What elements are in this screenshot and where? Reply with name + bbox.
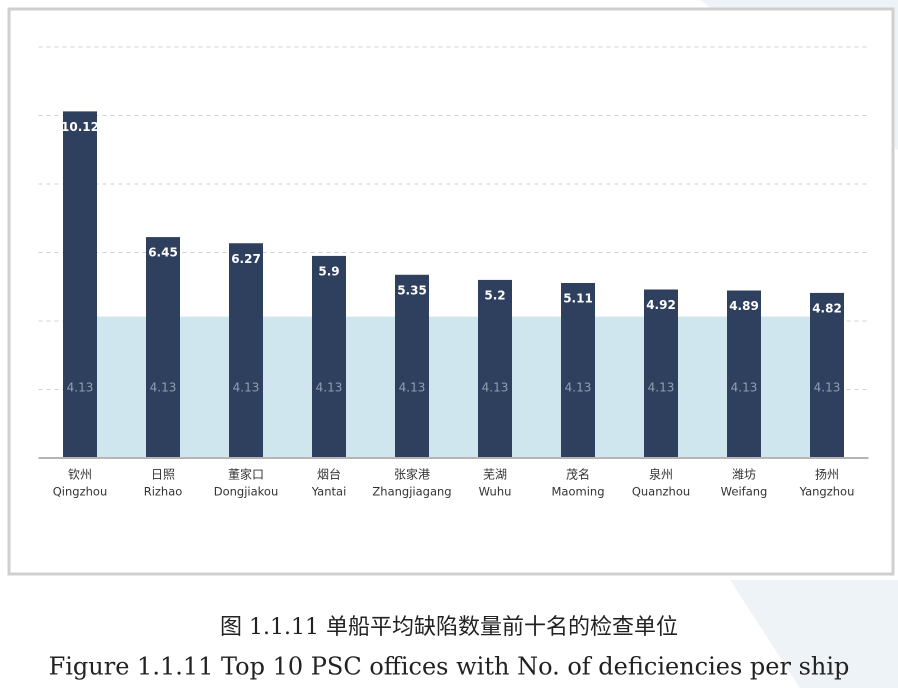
average-label: 4.13 [565,381,592,395]
x-tick-label-en: Maoming [552,485,605,499]
value-label: 4.82 [812,301,842,315]
value-label: 4.92 [646,298,676,312]
x-tick-label-en: Qingzhou [53,485,108,499]
average-label: 4.13 [316,381,343,395]
bar [561,282,595,458]
value-label: 5.2 [484,288,505,302]
average-label: 4.13 [150,381,177,395]
value-label: 5.9 [318,264,339,278]
average-label: 4.13 [482,381,509,395]
value-label: 6.45 [148,246,178,260]
decoration [730,580,898,688]
bar [229,243,263,458]
plot: 10.12 4.13 钦州 Qingzhou 6.45 4.13 日照 Rizhao 6.27 4… [38,46,869,499]
bar [312,255,346,458]
average-label: 4.13 [731,381,758,395]
x-tick-label-en: Weifang [721,485,768,499]
x-tick-label-en: Zhangjiagang [372,485,451,499]
caption-cn: 图 1.1.11 单船平均缺陷数量前十名的检查单位 [220,615,678,640]
bar [395,274,429,458]
bar [63,111,97,458]
x-tick-label: 烟台 [317,467,341,482]
value-label: 5.35 [397,283,427,297]
x-tick-label-en: Rizhao [144,485,183,499]
x-tick-label: 茂名 [566,467,590,482]
average-label: 4.13 [233,381,260,395]
x-tick-label: 钦州 [68,468,92,482]
average-label: 4.13 [648,381,675,395]
value-label: 10.12 [61,120,99,134]
x-tick-label-en: Dongjiakou [214,485,279,499]
bar [146,237,180,458]
average-label: 4.13 [67,381,94,395]
average-label: 4.13 [399,381,426,395]
average-label: 4.13 [814,381,841,395]
x-tick-label-en: Yantai [311,485,347,499]
x-tick-label-en: Yangzhou [799,485,855,499]
x-tick-label: 潍坊 [732,467,756,482]
x-tick-label: 日照 [151,468,175,482]
bar [478,279,512,458]
bar [727,290,761,458]
x-tick-label: 芜湖 [483,467,507,482]
bar [644,289,678,458]
x-tick-label-en: Wuhu [479,485,512,499]
bar [810,292,844,458]
x-tick-label: 扬州 [815,467,839,482]
x-tick-label: 张家港 [394,467,430,482]
value-label: 6.27 [231,252,261,266]
value-label: 4.89 [729,299,759,313]
x-tick-label-en: Quanzhou [632,485,690,499]
value-label: 5.11 [563,291,593,305]
average-area [80,316,827,458]
x-tick-label: 董家口 [228,467,264,482]
x-tick-label: 泉州 [649,468,673,482]
caption-en: Figure 1.1.11 Top 10 PSC offices with No… [49,653,850,681]
